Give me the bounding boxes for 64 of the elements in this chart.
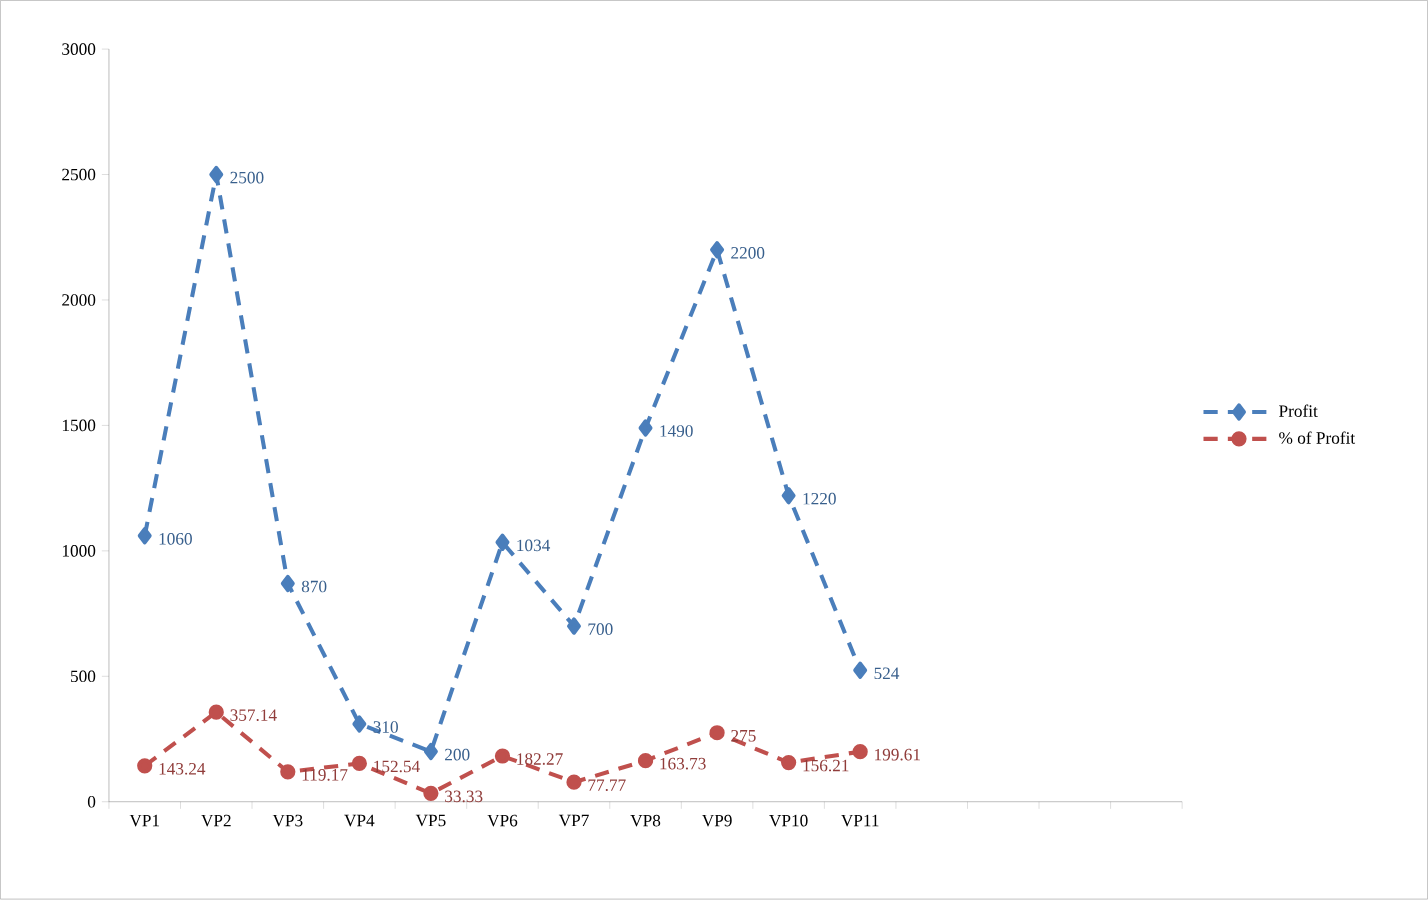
point xyxy=(781,487,796,505)
point xyxy=(567,617,581,635)
y-tick-label: 1000 xyxy=(62,545,96,557)
point xyxy=(710,241,725,259)
data-label: 77.77 xyxy=(588,779,626,792)
point xyxy=(351,756,367,772)
data-label: 310 xyxy=(373,721,398,734)
point xyxy=(566,774,582,791)
data-label: 2200 xyxy=(731,247,765,259)
point xyxy=(709,725,725,741)
x-tick-label: VP2 xyxy=(201,815,231,827)
data-label: 33.33 xyxy=(445,790,483,803)
point xyxy=(137,758,153,774)
point xyxy=(852,744,868,760)
data-label: 700 xyxy=(588,623,613,636)
data-label: 870 xyxy=(301,580,327,593)
point xyxy=(853,661,868,680)
x-tick-label: VP5 xyxy=(415,815,446,827)
data-label: 1220 xyxy=(803,493,836,505)
data-label: 156.21 xyxy=(803,759,849,772)
y-tick-label: 2000 xyxy=(62,294,96,307)
point xyxy=(209,166,224,184)
x-tick-label: VP3 xyxy=(272,815,303,827)
data-label: 1490 xyxy=(660,425,693,438)
x-tick-label: VP10 xyxy=(769,815,808,827)
y-tick-label: 3000 xyxy=(62,43,96,56)
data-label: 119.17 xyxy=(302,769,348,781)
x-tick-label: VP4 xyxy=(344,815,375,827)
point xyxy=(423,786,439,802)
x-tick-label: VP8 xyxy=(630,815,661,827)
x-tick-label: VP7 xyxy=(558,815,589,827)
y-tick-label: 2500 xyxy=(62,168,96,181)
x-tick-label: VP9 xyxy=(701,815,732,827)
point xyxy=(137,527,152,545)
point xyxy=(495,533,510,552)
x-tick-label: VP6 xyxy=(487,815,518,827)
point xyxy=(638,419,653,437)
point xyxy=(494,748,511,764)
point xyxy=(352,715,367,733)
y-tick-label: 500 xyxy=(71,670,96,683)
legend-label: % of Profit xyxy=(1279,431,1356,445)
data-label: 1060 xyxy=(159,533,192,545)
x-tick-label: VP1 xyxy=(129,815,160,827)
data-label: 199.61 xyxy=(875,749,920,761)
legend-label: Profit xyxy=(1279,404,1318,418)
point xyxy=(208,704,224,720)
data-label: 200 xyxy=(445,749,470,761)
data-label: 182.27 xyxy=(517,753,563,766)
y-tick-label: 0 xyxy=(87,796,96,808)
data-label: 275 xyxy=(731,730,756,742)
point xyxy=(423,743,438,761)
data-label: 1034 xyxy=(517,539,551,552)
data-label: 524 xyxy=(874,667,900,680)
data-label: 152.54 xyxy=(374,760,420,773)
point xyxy=(280,764,296,780)
data-label: 2500 xyxy=(230,171,264,184)
data-label: 163.73 xyxy=(660,758,706,770)
point xyxy=(637,753,654,769)
data-label: 357.14 xyxy=(230,709,277,722)
point xyxy=(280,575,295,593)
point xyxy=(781,755,797,771)
data-label: 143.24 xyxy=(159,763,206,775)
y-tick-label: 1500 xyxy=(62,419,96,432)
x-tick-label: VP11 xyxy=(841,815,879,827)
